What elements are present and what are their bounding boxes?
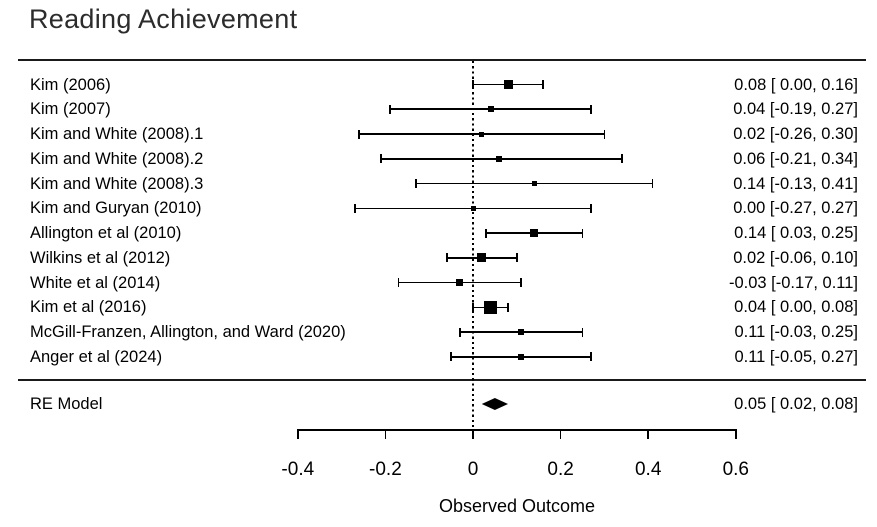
study-ci-cap-right — [516, 253, 518, 263]
study-ci-cap-left — [397, 278, 400, 288]
study-ci-cap-left — [472, 302, 474, 312]
study-point-marker — [518, 329, 525, 336]
study-annotation: 0.04 [-0.19, 0.27] — [733, 100, 858, 119]
study-ci-cap-right — [590, 203, 593, 213]
study-ci-cap-left — [388, 104, 391, 114]
x-axis-tick-label: 0 — [467, 459, 479, 480]
x-axis-tick — [559, 429, 562, 439]
x-axis-tick-label: 0.4 — [634, 459, 662, 480]
x-axis-line — [297, 429, 736, 431]
study-annotation: 0.14 [ 0.03, 0.25] — [734, 224, 858, 243]
study-label: Kim et al (2016) — [30, 298, 147, 317]
study-label: Anger et al (2024) — [30, 347, 163, 366]
study-point-marker — [479, 131, 485, 137]
plot-title: Reading Achievement — [29, 4, 298, 34]
study-label: Wilkins et al (2012) — [30, 248, 171, 267]
summary-annotation: 0.05 [ 0.02, 0.08] — [734, 395, 858, 413]
summary-separator-rule — [18, 379, 866, 381]
study-ci-cap-left — [445, 253, 448, 263]
x-axis-tick-label: -0.2 — [369, 459, 402, 480]
study-label: Kim and White (2008).2 — [30, 149, 204, 168]
study-ci-cap-left — [358, 129, 360, 139]
study-annotation: 0.04 [ 0.00, 0.08] — [734, 298, 858, 317]
x-axis-tick — [647, 429, 650, 439]
study-point-marker — [531, 181, 537, 187]
study-ci-cap-right — [651, 179, 654, 189]
study-ci-cap-left — [353, 203, 356, 213]
study-point-marker — [496, 155, 503, 162]
study-annotation: 0.11 [-0.03, 0.25] — [734, 323, 858, 342]
study-annotation: 0.14 [-0.13, 0.41] — [733, 174, 858, 193]
study-ci-cap-left — [472, 80, 474, 89]
x-axis-tick — [296, 429, 299, 439]
study-annotation: 0.02 [-0.26, 0.30] — [733, 125, 858, 144]
x-axis-tick — [472, 429, 474, 439]
study-annotation: 0.00 [-0.27, 0.27] — [733, 199, 858, 218]
x-axis-tick-label: -0.4 — [281, 459, 315, 480]
study-ci-cap-right — [520, 278, 522, 288]
study-annotation: 0.08 [ 0.00, 0.16] — [734, 75, 858, 94]
study-ci-cap-right — [603, 129, 606, 139]
summary-label: RE Model — [30, 395, 103, 413]
study-label: Kim and White (2008).3 — [30, 174, 204, 193]
study-ci-cap-right — [590, 352, 593, 362]
study-ci-cap-right — [581, 228, 584, 238]
header-rule — [18, 59, 866, 61]
study-ci-cap-left — [450, 352, 452, 362]
study-ci-cap-left — [485, 228, 487, 238]
study-point-marker — [518, 353, 525, 360]
summary-diamond-marker — [481, 398, 509, 410]
x-axis-tick-label: 0.6 — [722, 459, 749, 480]
study-ci-cap-left — [415, 179, 417, 189]
study-annotation: 0.02 [-0.06, 0.10] — [733, 248, 858, 267]
study-ci-cap-right — [507, 302, 509, 312]
study-label: Kim and White (2008).1 — [30, 125, 204, 144]
study-point-marker — [503, 80, 513, 89]
study-label: White et al (2014) — [30, 273, 161, 292]
study-point-marker — [477, 253, 487, 263]
x-axis-label: Observed Outcome — [438, 496, 596, 516]
study-annotation: 0.11 [-0.05, 0.27] — [734, 347, 858, 366]
study-ci-cap-left — [459, 327, 461, 337]
study-annotation: -0.03 [-0.17, 0.11] — [728, 273, 858, 292]
study-point-marker — [484, 300, 498, 314]
study-label: McGill-Franzen, Allington, and Ward (202… — [30, 323, 346, 342]
study-point-marker — [456, 279, 464, 287]
study-point-marker — [487, 106, 494, 113]
study-label: Kim (2006) — [30, 75, 111, 94]
x-axis-tick — [734, 429, 737, 439]
study-point-marker — [530, 229, 539, 238]
x-axis-tick-label: 0.2 — [547, 459, 574, 480]
study-point-marker — [470, 205, 476, 211]
study-label: Kim and Guryan (2010) — [30, 199, 202, 218]
study-label: Allington et al (2010) — [30, 224, 182, 243]
x-axis-tick — [384, 429, 387, 439]
study-annotation: 0.06 [-0.21, 0.34] — [733, 149, 858, 168]
zero-reference-line — [472, 61, 474, 429]
study-ci-cap-right — [621, 154, 623, 164]
study-ci-cap-right — [581, 327, 584, 337]
study-ci-cap-right — [590, 104, 593, 114]
study-ci-cap-right — [542, 80, 544, 89]
study-label: Kim (2007) — [30, 100, 111, 119]
study-ci-cap-left — [380, 154, 382, 164]
